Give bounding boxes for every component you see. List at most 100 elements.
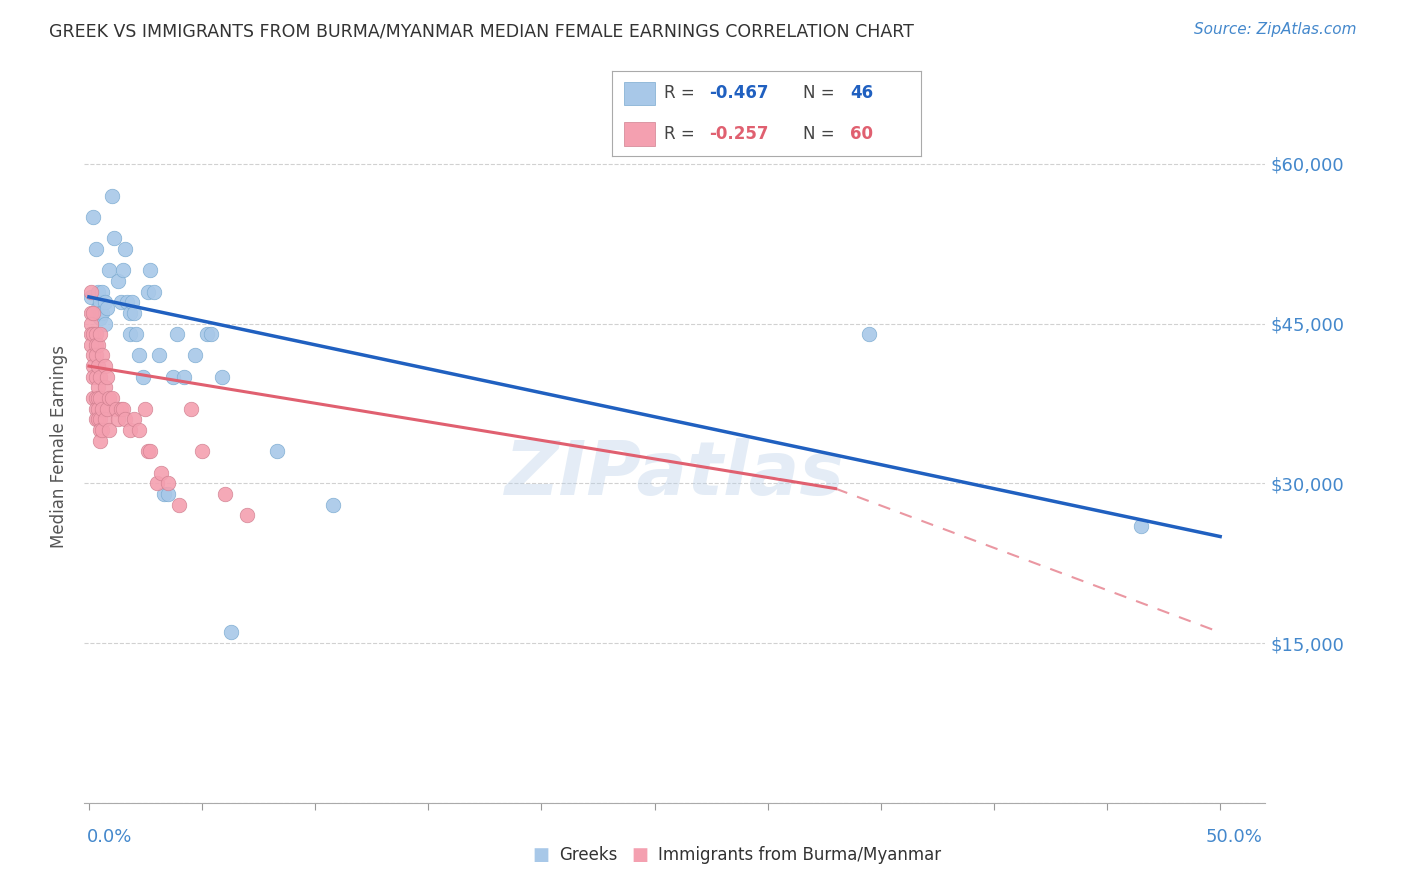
Point: [122, 412, 145, 426]
Point: [125, 327, 148, 342]
Point: [136, 285, 159, 299]
Point: [89, 391, 111, 405]
Point: [118, 327, 141, 342]
Point: [191, 444, 214, 458]
Point: [89, 295, 111, 310]
Point: [121, 295, 143, 310]
Text: Immigrants from Burma/Myanmar: Immigrants from Burma/Myanmar: [658, 846, 941, 863]
Point: [87, 401, 110, 416]
Point: [96, 301, 118, 315]
Point: [87, 391, 110, 405]
Point: [87, 412, 110, 426]
Point: [89, 327, 111, 342]
Text: GREEK VS IMMIGRANTS FROM BURMA/MYANMAR MEDIAN FEMALE EARNINGS CORRELATION CHART: GREEK VS IMMIGRANTS FROM BURMA/MYANMAR M…: [49, 22, 914, 40]
Point: [80, 327, 103, 342]
Point: [118, 423, 141, 437]
Point: [84, 369, 107, 384]
Point: [322, 498, 344, 512]
Point: [169, 498, 191, 512]
Point: [84, 349, 107, 363]
Point: [91, 423, 114, 437]
Point: [266, 444, 288, 458]
Point: [89, 369, 111, 384]
Point: [150, 466, 173, 480]
Point: [139, 444, 162, 458]
Text: ZIPatlas: ZIPatlas: [505, 438, 845, 511]
Point: [91, 285, 114, 299]
Point: [87, 380, 110, 394]
Point: [98, 263, 121, 277]
Point: [89, 311, 111, 326]
Point: [1129, 519, 1152, 533]
Y-axis label: Median Female Earnings: Median Female Earnings: [51, 344, 69, 548]
Point: [87, 285, 110, 299]
Point: [91, 349, 114, 363]
Text: ■: ■: [533, 846, 550, 863]
Point: [80, 338, 103, 352]
Point: [107, 274, 129, 288]
Point: [143, 285, 166, 299]
Point: [236, 508, 259, 523]
Point: [211, 369, 233, 384]
Point: [100, 188, 122, 202]
Point: [122, 306, 145, 320]
Point: [84, 338, 107, 352]
Point: [195, 327, 218, 342]
Point: [858, 327, 880, 342]
Point: [98, 423, 121, 437]
Point: [221, 625, 243, 640]
Bar: [624, 81, 655, 105]
Point: [162, 369, 184, 384]
Text: 0.0%: 0.0%: [87, 828, 132, 846]
Point: [114, 242, 136, 256]
Point: [157, 487, 180, 501]
Point: [93, 359, 115, 373]
Point: [80, 317, 103, 331]
Point: [96, 401, 118, 416]
Point: [134, 401, 156, 416]
Text: 60: 60: [849, 125, 873, 143]
Point: [87, 359, 110, 373]
Point: [84, 391, 107, 405]
Point: [80, 306, 103, 320]
Point: [93, 317, 115, 331]
Point: [84, 242, 107, 256]
Bar: [624, 122, 655, 146]
Point: [148, 349, 170, 363]
Point: [136, 444, 159, 458]
Point: [128, 349, 150, 363]
Point: [110, 401, 132, 416]
Point: [173, 369, 195, 384]
Point: [91, 401, 114, 416]
Point: [200, 327, 222, 342]
Point: [89, 306, 111, 320]
Point: [157, 476, 180, 491]
Point: [105, 401, 128, 416]
Point: [107, 412, 129, 426]
Text: N =: N =: [803, 125, 841, 143]
Point: [82, 327, 104, 342]
Point: [87, 338, 110, 352]
Point: [180, 401, 202, 416]
Point: [93, 380, 115, 394]
Point: [132, 369, 155, 384]
Point: [96, 369, 118, 384]
Point: [111, 263, 134, 277]
Point: [111, 401, 134, 416]
Text: R =: R =: [664, 85, 700, 103]
Point: [166, 327, 188, 342]
Point: [145, 476, 167, 491]
Point: [103, 231, 125, 245]
Text: -0.467: -0.467: [709, 85, 769, 103]
Point: [84, 401, 107, 416]
Point: [98, 391, 121, 405]
Point: [82, 210, 104, 224]
Point: [82, 369, 104, 384]
Point: [93, 412, 115, 426]
Point: [80, 290, 103, 304]
Text: Greeks: Greeks: [560, 846, 619, 863]
Point: [84, 327, 107, 342]
Point: [128, 423, 150, 437]
Point: [82, 306, 104, 320]
Point: [93, 295, 115, 310]
